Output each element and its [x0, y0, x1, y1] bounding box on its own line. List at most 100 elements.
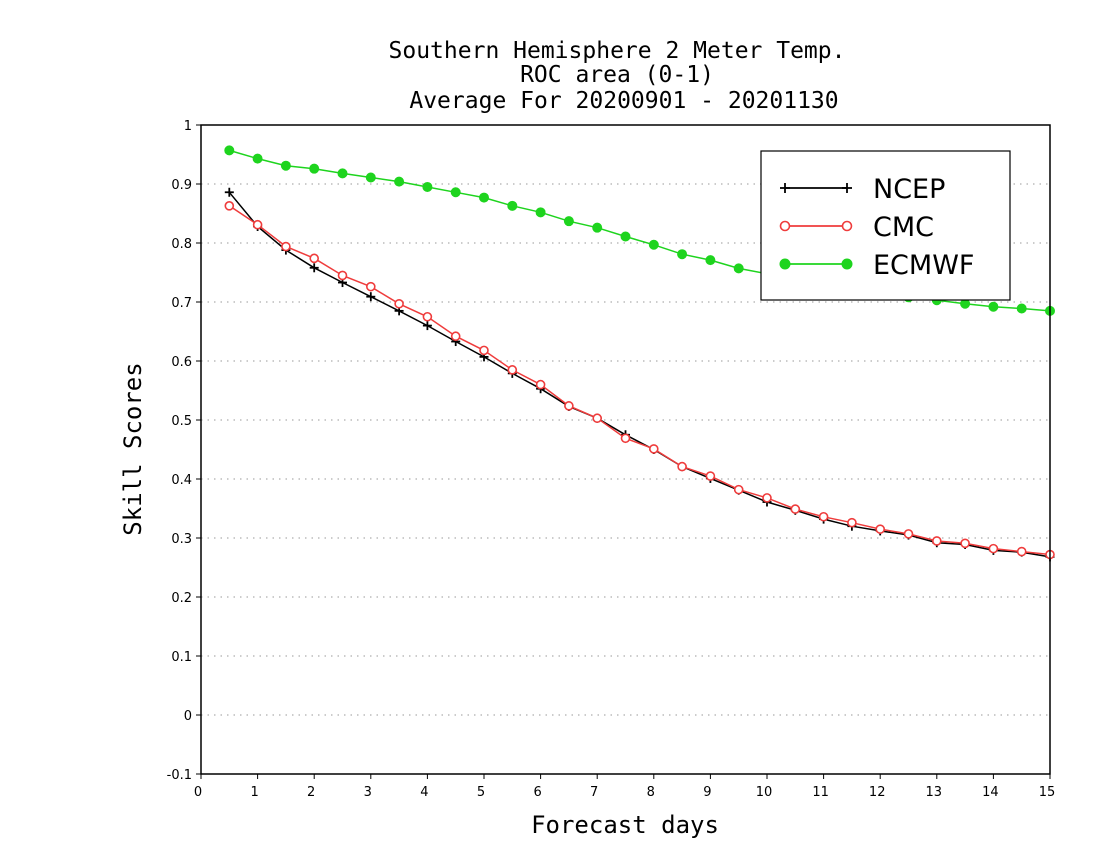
data-point-ecmwf — [365, 172, 376, 183]
data-point-ecmwf — [620, 231, 631, 242]
data-point-cmc — [903, 529, 914, 539]
y-tick-label: 0.9 — [171, 178, 192, 193]
data-point-cmc — [818, 511, 829, 522]
data-point-cmc — [762, 493, 772, 503]
data-point-ncep — [422, 321, 432, 331]
x-tick-label: 6 — [533, 785, 541, 800]
legend-marker-ncep — [780, 183, 790, 193]
data-point-ecmwf — [280, 160, 291, 171]
data-point-ecmwf — [648, 239, 659, 250]
legend-marker-ecmwf — [779, 258, 791, 270]
x-tick-label: 11 — [812, 785, 829, 800]
data-point-ncep — [309, 263, 319, 273]
x-tick-label: 8 — [647, 785, 655, 800]
y-tick-label: 0 — [184, 709, 192, 724]
data-point-cmc — [960, 538, 970, 549]
x-tick-label: 12 — [869, 785, 886, 800]
x-tick-label: 2 — [307, 785, 315, 800]
legend-label-ecmwf: ECMWF — [873, 250, 974, 281]
y-tick-label: 0.6 — [171, 355, 192, 370]
data-point-cmc — [648, 444, 659, 454]
data-point-cmc — [479, 345, 489, 356]
data-point-cmc — [988, 543, 999, 554]
data-point-cmc — [790, 504, 801, 514]
data-point-ecmwf — [224, 145, 235, 156]
data-point-cmc — [394, 298, 404, 309]
data-point-cmc — [564, 401, 574, 411]
chart-title-line-3: Average For 20200901 - 20201130 — [409, 88, 838, 114]
data-point-ecmwf — [592, 222, 603, 233]
data-point-ecmwf — [677, 249, 688, 260]
data-point-cmc — [252, 219, 263, 230]
x-tick-label: 10 — [756, 785, 773, 800]
x-tick-label: 13 — [926, 785, 943, 800]
x-tick-label: 4 — [420, 785, 428, 800]
axis-ticks — [196, 124, 1051, 779]
tick-labels: -0.100.10.20.30.40.50.60.70.80.910 1 2 3 4 5 6… — [167, 119, 1056, 800]
data-point-cmc — [677, 461, 687, 472]
data-point-ncep — [224, 187, 234, 197]
data-point-cmc — [224, 201, 235, 211]
chart-title-line-2: ROC area (0-1) — [520, 62, 714, 88]
data-point-cmc — [931, 536, 942, 546]
x-tick-label: 0 — [194, 785, 202, 800]
series-line-ncep — [228, 191, 1051, 558]
data-point-cmc — [281, 241, 291, 252]
data-point-cmc — [620, 433, 631, 444]
data-point-ecmwf — [337, 168, 348, 179]
y-tick-label: 0.3 — [171, 532, 192, 547]
y-tick-label: 0.4 — [171, 473, 192, 488]
data-point-ecmwf — [394, 176, 405, 187]
legend-label-cmc: CMC — [873, 212, 934, 243]
x-tick-label: 5 — [477, 785, 485, 800]
data-point-cmc — [875, 524, 886, 534]
data-point-cmc — [592, 413, 603, 424]
data-point-ncep — [366, 292, 376, 302]
x-tick-label: 15 — [1039, 785, 1056, 800]
data-point-cmc — [535, 379, 546, 390]
data-point-ecmwf — [733, 263, 744, 274]
chart-title-line-1: Southern Hemisphere 2 Meter Temp. — [389, 38, 846, 64]
data-point-cmc — [705, 471, 716, 481]
plot-frame — [200, 124, 1051, 775]
x-tick-label: 3 — [364, 785, 372, 800]
data-point-ecmwf — [507, 200, 518, 211]
data-point-ecmwf — [535, 207, 546, 218]
series-line-cmc — [228, 205, 1051, 556]
y-tick-label: 0.5 — [171, 414, 192, 429]
data-point-ecmwf — [960, 298, 971, 309]
y-tick-label: -0.1 — [167, 768, 192, 783]
data-point-cmc — [309, 253, 320, 264]
data-point-ecmwf — [563, 216, 574, 227]
y-tick-label: 0.8 — [171, 237, 192, 252]
data-point-ecmwf — [309, 163, 320, 174]
data-point-ecmwf — [988, 301, 999, 312]
data-point-cmc — [1016, 546, 1027, 557]
legend-label-ncep: NCEP — [873, 174, 945, 205]
x-tick-label: 9 — [703, 785, 711, 800]
data-point-cmc — [422, 311, 433, 322]
data-point-ecmwf — [479, 192, 489, 203]
legend-marker-ecmwf — [841, 258, 853, 270]
y-axis-label: Skill Scores — [119, 362, 147, 535]
legend-marker-cmc — [779, 220, 791, 232]
x-tick-label: 1 — [250, 785, 258, 800]
y-tick-label: 0.1 — [171, 650, 192, 665]
y-tick-label: 0.2 — [171, 591, 192, 606]
data-point-ecmwf — [1016, 303, 1027, 314]
data-point-ecmwf — [705, 255, 716, 266]
data-point-cmc — [337, 270, 348, 281]
legend: NCEP CMC ECMWF — [760, 150, 1011, 301]
data-point-cmc — [365, 281, 376, 292]
x-tick-label: 7 — [590, 785, 598, 800]
data-point-ecmwf — [450, 187, 461, 198]
data-point-cmc — [847, 517, 857, 528]
x-tick-label: 14 — [982, 785, 999, 800]
data-point-ecmwf — [422, 181, 433, 192]
data-point-ecmwf — [252, 153, 263, 164]
legend-marker-ncep — [842, 183, 852, 193]
data-point-cmc — [733, 484, 744, 495]
y-tick-label: 0.7 — [171, 296, 192, 311]
